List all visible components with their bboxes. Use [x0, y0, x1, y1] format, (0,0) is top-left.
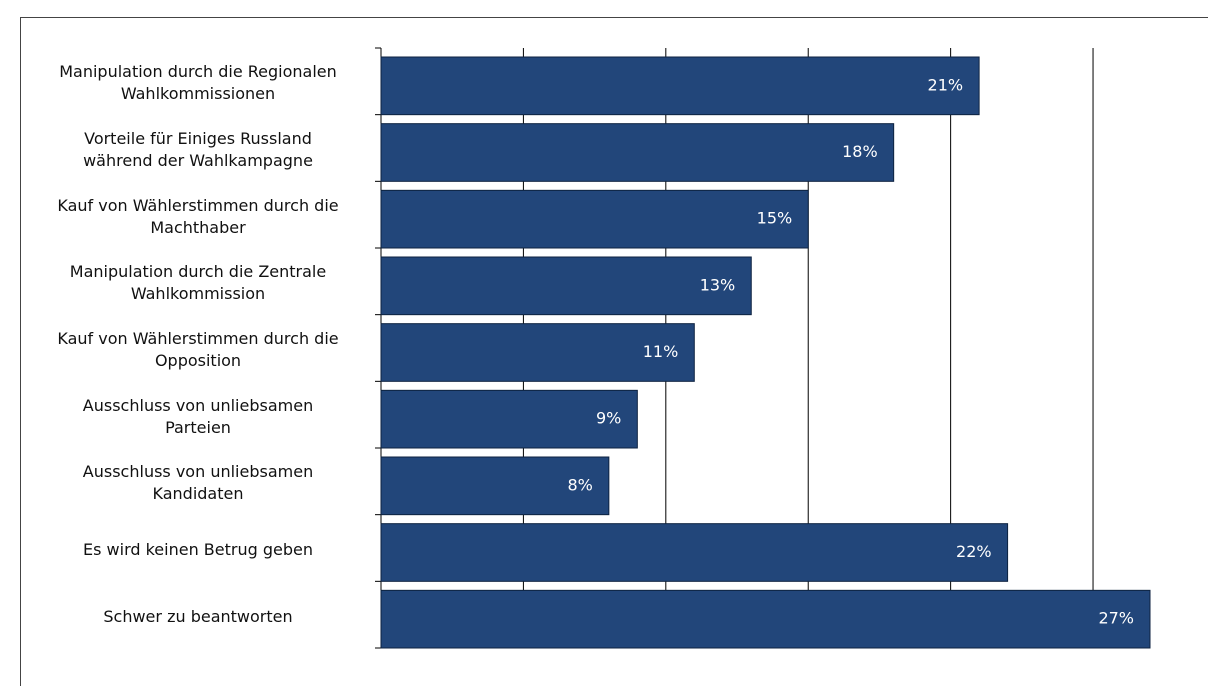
bar: [380, 389, 638, 449]
category-label: Es wird keinen Betrug geben: [83, 540, 313, 559]
value-label: 21%: [928, 75, 964, 94]
bar: [380, 256, 752, 316]
bar: [380, 456, 610, 516]
category-label: Schwer zu beantworten: [103, 606, 293, 626]
category-label: Manipulation durch die Regionalen Wahlko…: [59, 62, 337, 104]
bar: [380, 56, 980, 116]
value-label: 8%: [567, 475, 592, 494]
value-label: 22%: [956, 542, 992, 561]
value-label: 18%: [842, 142, 878, 161]
category-label: Manipulation durch die Zentrale Wahlkomm…: [69, 262, 327, 304]
value-label: 11%: [643, 342, 679, 361]
bar: [380, 123, 895, 182]
category-label: Kauf von Wählerstimmen durch die Opposit…: [57, 329, 339, 370]
bar: [380, 523, 1009, 582]
value-label: 15%: [757, 209, 793, 228]
value-label: 13%: [700, 275, 736, 294]
bar: [380, 189, 809, 249]
value-label: 27%: [1098, 609, 1134, 628]
value-label: 9%: [596, 409, 621, 428]
bar: [380, 589, 1151, 649]
category-label: Kauf von Wählerstimmen durch die Machtha…: [57, 195, 339, 237]
category-label: Vorteile für Einiges Russland während de…: [83, 129, 313, 170]
bar: [380, 323, 695, 382]
category-label: Ausschluss von unliebsamen Kandidaten: [82, 462, 314, 504]
category-label: Ausschluss von unliebsamen Parteien: [82, 395, 314, 437]
